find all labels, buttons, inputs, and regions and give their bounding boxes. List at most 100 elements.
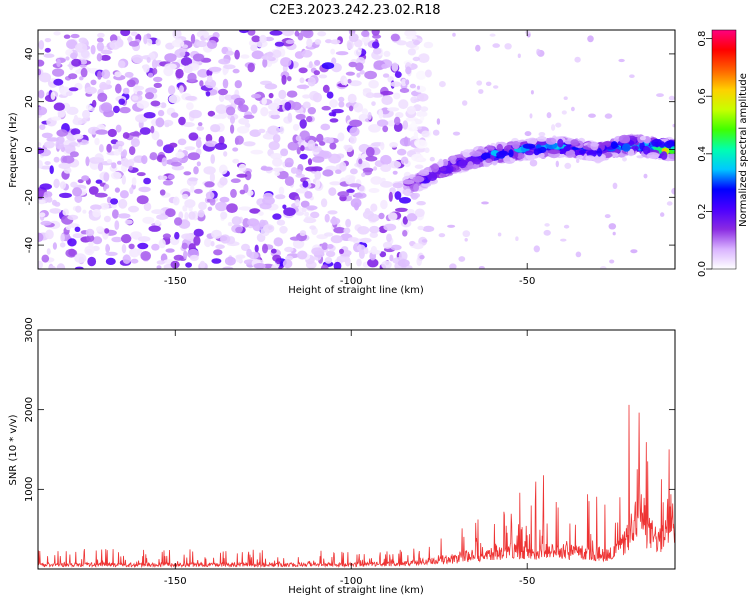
noise-blob bbox=[151, 209, 164, 215]
noise-blob bbox=[264, 36, 275, 42]
noise-blob bbox=[337, 191, 350, 198]
noise-blob bbox=[136, 100, 150, 109]
noise-blob bbox=[156, 260, 165, 265]
noise-blob bbox=[497, 232, 502, 237]
noise-blob bbox=[304, 191, 313, 199]
noise-blob bbox=[204, 237, 212, 248]
noise-blob bbox=[295, 211, 305, 216]
noise-blob bbox=[399, 88, 410, 93]
noise-blob bbox=[344, 256, 351, 267]
noise-blob bbox=[105, 257, 116, 265]
noise-blob bbox=[284, 157, 294, 168]
noise-blob bbox=[156, 265, 162, 269]
noise-blob bbox=[524, 131, 532, 137]
noise-blob bbox=[350, 198, 362, 208]
noise-blob bbox=[300, 30, 312, 37]
noise-blob bbox=[362, 88, 372, 93]
noise-blob bbox=[536, 48, 541, 56]
noise-blob bbox=[85, 156, 90, 167]
signal-blob bbox=[516, 152, 525, 160]
noise-blob bbox=[49, 208, 62, 214]
noise-blob bbox=[220, 211, 228, 220]
noise-blob bbox=[185, 262, 193, 268]
noise-blob bbox=[365, 146, 375, 157]
noise-blob bbox=[118, 145, 123, 152]
noise-blob bbox=[96, 226, 104, 233]
noise-blob bbox=[38, 160, 43, 169]
noise-blob bbox=[604, 113, 613, 119]
noise-blob bbox=[320, 123, 331, 131]
noise-blob bbox=[367, 258, 379, 268]
noise-blob bbox=[358, 249, 365, 259]
noise-blob bbox=[331, 57, 337, 65]
noise-blob bbox=[321, 105, 331, 111]
noise-blob bbox=[285, 39, 295, 44]
noise-blob bbox=[212, 114, 225, 119]
signal-blob bbox=[512, 140, 520, 150]
noise-blob bbox=[183, 171, 192, 176]
noise-blob bbox=[86, 234, 95, 242]
noise-blob bbox=[529, 113, 533, 119]
noise-blob bbox=[355, 62, 364, 71]
noise-blob bbox=[99, 81, 108, 91]
noise-blob bbox=[38, 199, 46, 205]
noise-blob bbox=[62, 155, 75, 164]
noise-blob bbox=[189, 109, 202, 119]
noise-blob bbox=[204, 79, 217, 89]
noise-blob bbox=[269, 30, 283, 36]
chart-title: C2E3.2023.242.23.02.R18 bbox=[269, 3, 440, 18]
noise-blob bbox=[143, 112, 156, 119]
noise-blob bbox=[301, 49, 313, 58]
noise-blob bbox=[115, 83, 122, 94]
noise-blob bbox=[390, 33, 400, 42]
noise-blob bbox=[361, 30, 370, 37]
noise-blob bbox=[146, 38, 153, 46]
noise-blob bbox=[232, 147, 239, 152]
noise-blob bbox=[420, 106, 429, 112]
noise-blob bbox=[110, 198, 119, 205]
noise-blob bbox=[347, 93, 357, 104]
noise-blob bbox=[85, 104, 93, 110]
noise-blob bbox=[210, 154, 215, 164]
noise-blob bbox=[240, 54, 250, 59]
noise-blob bbox=[182, 122, 195, 128]
noise-blob bbox=[401, 78, 407, 87]
noise-blob bbox=[190, 33, 196, 44]
noise-blob bbox=[218, 94, 225, 103]
noise-blob bbox=[162, 233, 171, 239]
noise-blob bbox=[387, 107, 400, 112]
noise-blob bbox=[306, 38, 313, 48]
noise-blob bbox=[59, 242, 66, 248]
colorbar-tick-label: 0.2 bbox=[697, 203, 708, 219]
noise-blob bbox=[402, 120, 409, 130]
snr-frame bbox=[37, 329, 676, 570]
signal-blob bbox=[596, 147, 603, 157]
noise-blob bbox=[671, 187, 675, 195]
signal-blob bbox=[585, 155, 595, 162]
noise-blob bbox=[560, 238, 567, 242]
noise-blob bbox=[112, 209, 119, 219]
noise-blob bbox=[386, 233, 392, 243]
noise-blob bbox=[130, 138, 140, 148]
signal-blob bbox=[458, 159, 467, 169]
noise-blob bbox=[493, 85, 499, 89]
noise-blob bbox=[300, 145, 305, 152]
noise-blob bbox=[199, 260, 206, 269]
noise-blob bbox=[330, 39, 341, 45]
noise-blob bbox=[262, 133, 276, 140]
noise-blob bbox=[295, 113, 306, 120]
noise-blob bbox=[238, 118, 250, 125]
noise-blob bbox=[234, 49, 240, 60]
noise-blob bbox=[97, 162, 104, 172]
noise-blob bbox=[118, 98, 126, 105]
noise-blob bbox=[424, 69, 432, 78]
signal-blob bbox=[487, 145, 495, 151]
noise-blob bbox=[165, 208, 176, 218]
noise-blob bbox=[407, 48, 416, 56]
y-tick-label: -40 bbox=[24, 237, 35, 253]
noise-blob bbox=[299, 130, 311, 141]
noise-blob bbox=[419, 255, 425, 260]
noise-blob bbox=[432, 129, 440, 136]
